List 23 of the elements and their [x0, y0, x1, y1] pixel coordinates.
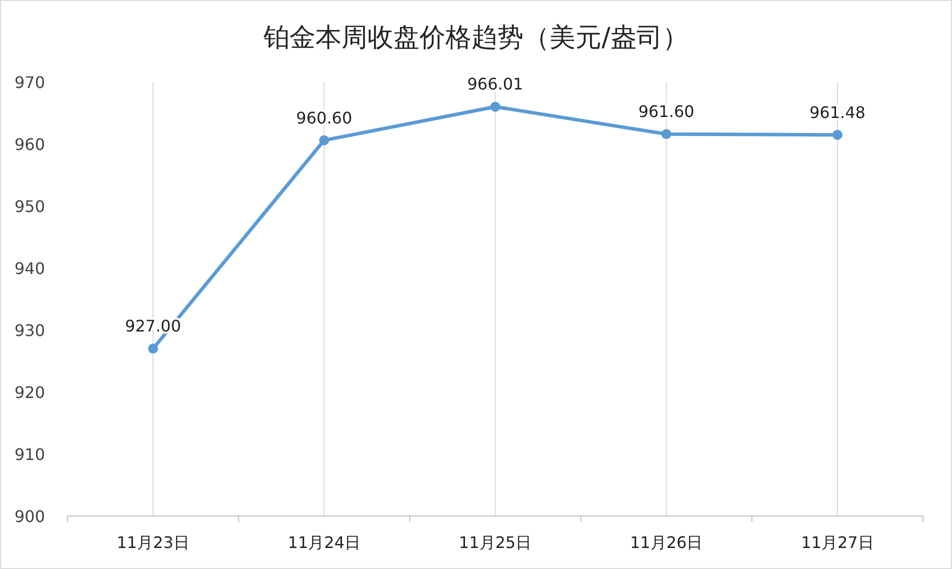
point [832, 130, 842, 140]
point [319, 135, 330, 146]
y-tick-label: 940 [14, 259, 45, 278]
x-tick-label: 11月24日 [288, 533, 361, 552]
x-tick-label: 11月27日 [801, 533, 874, 552]
x-tick-label: 11月26日 [630, 533, 703, 552]
y-tick-label: 920 [14, 383, 45, 402]
point [661, 129, 672, 140]
data-label: 961.60 [638, 102, 694, 122]
x-tick-label: 11月23日 [116, 533, 190, 552]
point [490, 102, 500, 112]
data-label: 961.48 [809, 102, 866, 122]
y-tick-label: 910 [14, 445, 45, 464]
chart-title: 铂金本周收盘价格趋势（美元/盎司） [262, 23, 688, 53]
x-tick-label: 11月25日 [458, 533, 532, 552]
y-tick-label: 950 [14, 197, 45, 216]
data-label: 966.01 [467, 74, 524, 94]
y-tick-label: 970 [14, 73, 45, 92]
y-tick-label: 900 [14, 507, 45, 526]
data-label: 960.60 [296, 108, 352, 128]
y-tick-label: 960 [14, 135, 45, 154]
y-tick-label: 930 [14, 321, 45, 340]
point [148, 344, 158, 354]
